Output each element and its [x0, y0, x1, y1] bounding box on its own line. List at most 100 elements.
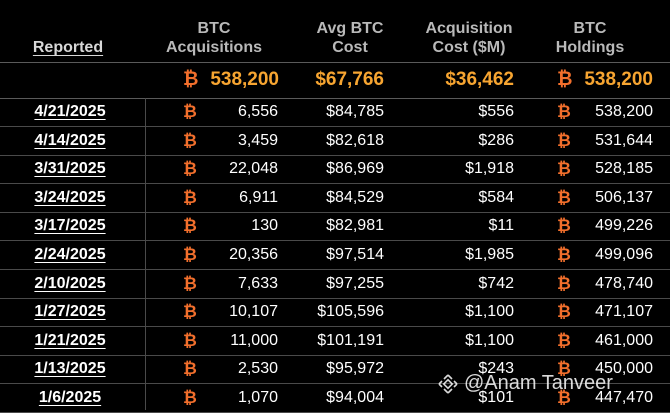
- btc-icon: ₿: [183, 159, 197, 179]
- btc-icon: ₿: [183, 273, 197, 293]
- acquisition-cost-value: $243: [478, 360, 514, 378]
- btc-icon: ₿: [183, 359, 197, 379]
- btc-icon: ₿: [557, 273, 571, 293]
- btc-holdings-value: 531,644: [595, 131, 653, 149]
- btc-acquisitions-value: 6,911: [239, 188, 278, 206]
- binance-logo-icon: [438, 373, 458, 394]
- report-date-link[interactable]: 1/27/2025: [34, 303, 106, 321]
- header-line: Holdings: [555, 39, 625, 56]
- total-acquisitions: 538,200: [210, 69, 279, 90]
- column-header-avg-btc-cost[interactable]: Avg BTC Cost: [295, 19, 405, 57]
- btc-holdings-value: 447,470: [595, 389, 653, 406]
- acquisition-cost-value: $1,100: [465, 331, 514, 349]
- avg-btc-cost-value: $86,969: [326, 160, 384, 178]
- column-header-reported[interactable]: Reported: [32, 39, 104, 56]
- table-row: 1/13/2025 ₿ 2,530 $95,972 $243 ₿ 450,000: [0, 355, 670, 385]
- btc-holdings-value: 471,107: [595, 303, 653, 321]
- report-date-link[interactable]: 3/31/2025: [34, 160, 106, 178]
- table-row: 3/31/2025 ₿ 22,048 $86,969 $1,918 ₿ 528,185: [0, 155, 670, 185]
- btc-acquisitions-value: 7,633: [237, 274, 278, 292]
- table-row: 3/24/2025 ₿ 6,911 $84,529 $584 ₿ 506,137: [0, 184, 670, 213]
- btc-icon: ₿: [183, 102, 197, 121]
- watermark: @Anam Tanveer: [438, 372, 613, 395]
- avg-btc-cost-value: $84,529: [326, 188, 384, 206]
- btc-icon: ₿: [183, 130, 197, 150]
- watermark-text: @Anam Tanveer: [464, 372, 613, 394]
- btc-icon: ₿: [557, 388, 571, 407]
- acquisition-cost-value: $584: [478, 188, 514, 206]
- acquisition-cost-value: $1,918: [465, 160, 514, 178]
- avg-btc-cost-value: $95,972: [326, 360, 384, 378]
- totals-row: ₿ 538,200 $67,766 $36,462 ₿ 538,200: [0, 63, 670, 99]
- btc-acquisitions-value: 22,048: [229, 160, 278, 178]
- acquisition-cost-value: $556: [478, 103, 514, 120]
- avg-btc-cost-value: $97,255: [326, 274, 384, 292]
- btc-icon: ₿: [557, 69, 573, 90]
- report-date-link[interactable]: 4/21/2025: [34, 103, 106, 120]
- btc-acquisitions-value: 6,556: [237, 103, 278, 120]
- column-header-btc-acquisitions[interactable]: BTC Acquisitions: [150, 19, 278, 57]
- btc-icon: ₿: [183, 69, 199, 90]
- total-acquisition-cost: $36,462: [445, 69, 514, 90]
- table-row: 2/24/2025 ₿ 20,356 $97,514 $1,985 ₿ 499,096: [0, 241, 670, 270]
- report-date-link[interactable]: 4/14/2025: [34, 131, 106, 149]
- btc-icon: ₿: [183, 388, 197, 407]
- btc-icon: ₿: [557, 245, 571, 264]
- header-line: Avg BTC: [316, 20, 384, 37]
- table-row: 1/21/2025 ₿ 11,000 $101,191 $1,100 ₿ 461,000: [0, 327, 670, 356]
- table-row: 2/10/2025 ₿ 7,633 $97,255 $742 ₿ 478,740: [0, 270, 670, 299]
- report-date-link[interactable]: 1/21/2025: [34, 331, 106, 349]
- report-date-link[interactable]: 3/24/2025: [34, 188, 106, 206]
- header-line: Cost ($M): [432, 39, 506, 56]
- btc-icon: ₿: [557, 187, 571, 207]
- acquisition-cost-value: $1,985: [465, 246, 514, 263]
- total-holdings: 538,200: [584, 69, 653, 90]
- avg-btc-cost-value: $84,785: [326, 103, 384, 120]
- column-header-acquisition-cost[interactable]: Acquisition Cost ($M): [410, 19, 528, 57]
- acquisition-cost-value: $1,100: [465, 303, 514, 321]
- report-date-link[interactable]: 2/10/2025: [34, 274, 106, 292]
- btc-icon: ₿: [557, 216, 571, 236]
- column-header-btc-holdings[interactable]: BTC Holdings: [540, 19, 640, 57]
- report-date-link[interactable]: 1/13/2025: [34, 360, 106, 378]
- avg-btc-cost-value: $105,596: [317, 303, 384, 321]
- table-row: 4/21/2025 ₿ 6,556 $84,785 $556 ₿ 538,200: [0, 98, 670, 127]
- btc-acquisitions-value: 11,000: [230, 331, 278, 349]
- avg-btc-cost-value: $97,514: [326, 246, 384, 263]
- avg-btc-cost-value: $82,618: [326, 131, 384, 149]
- btc-icon: ₿: [557, 159, 571, 179]
- header-line: Acquisition: [425, 20, 513, 37]
- header-line: BTC: [197, 20, 231, 37]
- table-row: 1/27/2025 ₿ 10,107 $105,596 $1,100 ₿ 471,107: [0, 298, 670, 328]
- acquisition-cost-value: $286: [478, 131, 514, 149]
- report-date-link[interactable]: 3/17/2025: [34, 217, 106, 235]
- btc-icon: ₿: [557, 102, 571, 121]
- column-divider: [145, 98, 146, 410]
- btc-holdings-value: 461,000: [595, 331, 653, 349]
- btc-icon: ₿: [557, 330, 571, 350]
- btc-icon: ₿: [557, 359, 571, 379]
- btc-holdings-value: 528,185: [595, 160, 653, 178]
- table-header: Reported BTC Acquisitions Avg BTC Cost A…: [0, 0, 670, 63]
- acquisition-cost-value: $101: [478, 389, 514, 406]
- avg-btc-cost-value: $101,191: [317, 331, 384, 349]
- btc-acquisitions-value: 20,356: [229, 246, 278, 263]
- header-line: Acquisitions: [165, 39, 262, 56]
- avg-btc-cost-value: $82,981: [326, 217, 384, 235]
- avg-btc-cost-value: $94,004: [326, 389, 384, 406]
- table-row: 4/14/2025 ₿ 3,459 $82,618 $286 ₿ 531,644: [0, 127, 670, 156]
- report-date-link[interactable]: 2/24/2025: [34, 246, 106, 263]
- btc-acquisitions-value: 2,530: [237, 360, 278, 378]
- btc-holdings-value: 499,226: [595, 217, 653, 235]
- btc-icon: ₿: [183, 216, 197, 236]
- acquisition-cost-value: $11: [488, 217, 514, 235]
- acquisition-cost-value: $742: [478, 274, 514, 292]
- btc-icon: ₿: [557, 302, 571, 322]
- report-date-link[interactable]: 1/6/2025: [38, 389, 102, 406]
- btc-icon: ₿: [557, 130, 571, 150]
- btc-holdings-value: 450,000: [595, 360, 653, 378]
- btc-icon: ₿: [183, 330, 197, 350]
- btc-acquisitions-value: 1,070: [237, 389, 278, 406]
- btc-acquisitions-value: 3,459: [237, 131, 278, 149]
- header-line: Cost: [332, 39, 368, 56]
